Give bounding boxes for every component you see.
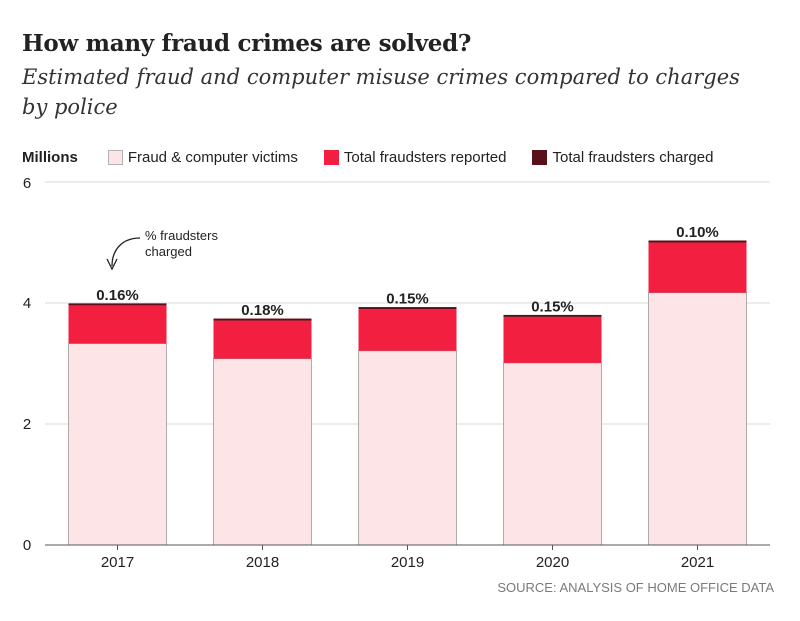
bar-charged-2019 [358,307,457,310]
annotation-arrow-head [106,258,118,271]
bar-victims-2018 [213,358,312,546]
y-tick-label-0: 0 [23,537,31,554]
bar-charged-2020 [503,314,602,317]
chart-title: How many fraud crimes are solved? [22,30,472,57]
y-tick-label-4: 4 [23,295,31,312]
bar-label-2020: 0.15% [531,299,574,316]
legend-item-reported: Total fraudsters reported [323,148,507,166]
y-tick-label-6: 6 [23,175,31,192]
bar-charged-2018 [213,318,312,321]
annotation-line-1: % fraudsters [145,228,218,243]
legend-label-reported: Total fraudsters reported [343,148,507,166]
bar-reported-2020 [503,316,602,363]
bar-reported-2021 [648,242,747,293]
bar-victims-2019 [358,350,457,546]
bar-charged-2021 [648,240,747,243]
legend-item-victims: Fraud & computer victims [107,148,298,166]
legend: Millions Fraud & computer victims Total … [22,146,739,168]
bar-charged-2017 [68,303,167,306]
x-tick-label-2019: 2019 [391,554,424,571]
bar-reported-2017 [68,305,167,344]
annotation-arrow-line [111,237,141,267]
annotation-label: % fraudsters charged [145,228,218,259]
bar-victims-2017 [68,343,167,546]
x-tick-label-2017: 2017 [101,554,134,571]
bar-label-2021: 0.10% [676,224,719,241]
bar-reported-2019 [358,309,457,351]
legend-swatch-charged [532,149,548,165]
chart-subtitle: Estimated fraud and computer misuse crim… [22,65,740,119]
legend-swatch-reported [323,149,339,165]
legend-swatch-victims [107,149,123,165]
legend-label-victims: Fraud & computer victims [127,148,298,166]
annotation-line-2: charged [145,244,192,259]
x-tick-label-2018: 2018 [246,554,279,571]
bar-label-2018: 0.18% [241,302,284,319]
bar-label-2017: 0.16% [96,287,139,304]
x-tick-label-2020: 2020 [536,554,569,571]
bar-victims-2021 [648,292,747,546]
bar-victims-2020 [503,362,602,546]
source-note: SOURCE: ANALYSIS OF HOME OFFICE DATA [497,580,774,595]
y-tick-label-2: 2 [23,416,31,433]
legend-label-charged: Total fraudsters charged [552,148,714,166]
x-tick-label-2021: 2021 [681,554,714,571]
bar-label-2019: 0.15% [386,291,429,308]
bar-reported-2018 [213,320,312,359]
legend-unit-label: Millions [22,148,78,166]
legend-item-charged: Total fraudsters charged [532,149,713,166]
